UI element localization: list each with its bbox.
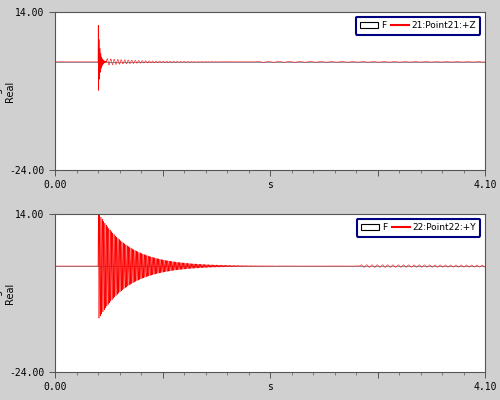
- Legend: F, 22:Point22:+Y: F, 22:Point22:+Y: [356, 219, 480, 237]
- Y-axis label: g
Real: g Real: [0, 282, 14, 304]
- Y-axis label: g
Real: g Real: [0, 80, 14, 102]
- Legend: F, 21:Point21:+Z: F, 21:Point21:+Z: [356, 16, 480, 34]
